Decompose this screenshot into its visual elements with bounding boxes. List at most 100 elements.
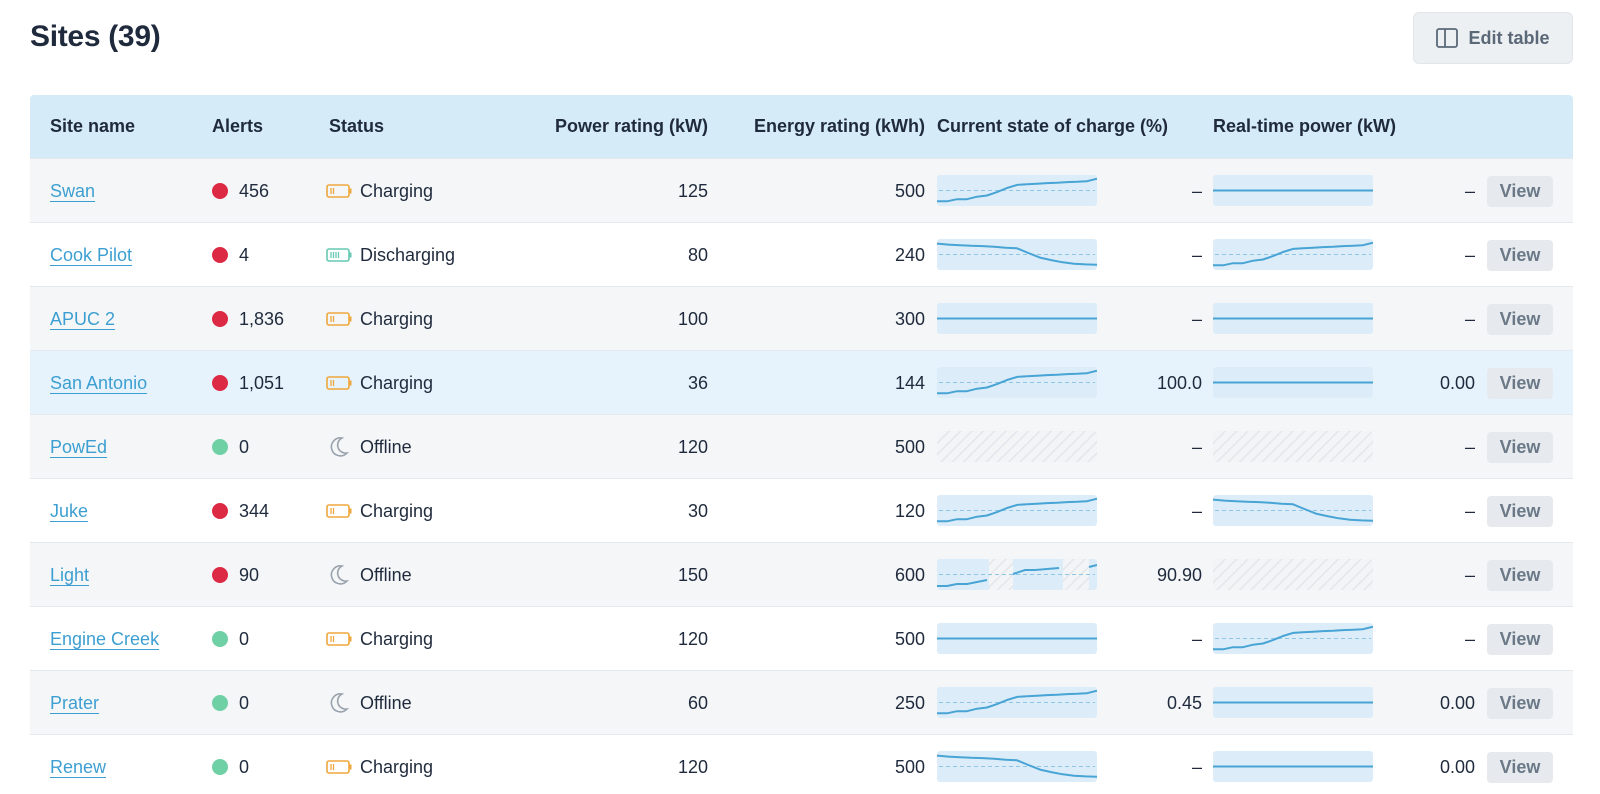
real-time-power-sparkline bbox=[1213, 687, 1373, 718]
alert-count: 344 bbox=[239, 500, 270, 521]
state-of-charge-value: 100.0 bbox=[1156, 372, 1202, 393]
table-row: Cook Pilot 4 Discharging 80 240– – View bbox=[30, 222, 1573, 286]
alert-count: 1,836 bbox=[239, 308, 285, 329]
status-label: Charging bbox=[360, 756, 434, 777]
table-row: San Antonio 1,051 Charging 36 144 100.0 0.00 Vi… bbox=[30, 350, 1573, 414]
status-label: Charging bbox=[360, 628, 434, 649]
column-header-alerts[interactable]: Alerts bbox=[212, 116, 264, 136]
table-header: Site name Alerts Status Power rating (kW… bbox=[30, 95, 1573, 158]
view-button[interactable]: View bbox=[1487, 432, 1553, 463]
status-label: Charging bbox=[360, 180, 434, 201]
view-button[interactable]: View bbox=[1487, 624, 1553, 655]
real-time-power-value: 0.00 bbox=[1439, 756, 1475, 777]
alert-count: 0 bbox=[239, 692, 250, 713]
site-name-link[interactable]: Swan bbox=[50, 180, 96, 201]
state-of-charge-value: 90.90 bbox=[1156, 564, 1202, 585]
energy-rating-value: 300 bbox=[894, 308, 925, 329]
view-button[interactable]: View bbox=[1487, 560, 1553, 591]
sites-table: Site name Alerts Status Power rating (kW… bbox=[30, 95, 1573, 794]
energy-rating-value: 144 bbox=[894, 372, 925, 393]
status-label: Discharging bbox=[360, 244, 456, 265]
site-name-link[interactable]: Engine Creek bbox=[50, 628, 160, 649]
view-button[interactable]: View bbox=[1487, 304, 1553, 335]
battery-charging-icon bbox=[326, 500, 352, 522]
real-time-power-value: – bbox=[1464, 308, 1475, 329]
table-row: APUC 2 1,836 Charging 100 300– – View bbox=[30, 286, 1573, 350]
state-of-charge-value: – bbox=[1191, 500, 1202, 521]
column-header-energy-rating[interactable]: Energy rating (kWh) bbox=[753, 116, 925, 136]
site-name-link[interactable]: Cook Pilot bbox=[50, 244, 133, 265]
alert-count: 4 bbox=[239, 244, 250, 265]
columns-icon bbox=[1436, 28, 1459, 48]
site-name-link[interactable]: Light bbox=[50, 564, 90, 585]
power-rating-value: 150 bbox=[677, 564, 708, 585]
site-name-link[interactable]: APUC 2 bbox=[50, 308, 116, 329]
edit-table-label: Edit table bbox=[1468, 27, 1550, 48]
view-button[interactable]: View bbox=[1487, 176, 1553, 207]
site-name-link[interactable]: Juke bbox=[50, 500, 89, 521]
battery-charging-icon bbox=[326, 372, 352, 394]
moon-icon bbox=[326, 692, 352, 714]
table-row: PowEd 0 Offline 120 500– – View bbox=[30, 414, 1573, 478]
column-header-status[interactable]: Status bbox=[329, 116, 385, 136]
state-of-charge-sparkline bbox=[936, 751, 1098, 782]
alert-status-dot bbox=[212, 183, 228, 199]
real-time-power-value: – bbox=[1464, 180, 1475, 201]
energy-rating-value: 500 bbox=[894, 436, 925, 457]
table-row: Engine Creek 0 Charging 120 500– – View bbox=[30, 606, 1573, 670]
energy-rating-value: 120 bbox=[894, 500, 925, 521]
site-name-link[interactable]: San Antonio bbox=[50, 372, 148, 393]
state-of-charge-sparkline bbox=[937, 687, 1098, 718]
view-button[interactable]: View bbox=[1487, 496, 1553, 527]
state-of-charge-value: – bbox=[1191, 180, 1202, 201]
state-of-charge-sparkline bbox=[937, 303, 1097, 334]
view-button[interactable]: View bbox=[1487, 368, 1553, 399]
state-of-charge-sparkline bbox=[937, 559, 1098, 590]
view-button[interactable]: View bbox=[1487, 688, 1553, 719]
alert-status-dot bbox=[212, 247, 228, 263]
power-rating-value: 36 bbox=[687, 372, 708, 393]
energy-rating-value: 600 bbox=[894, 564, 925, 585]
page-title: Sites (39) bbox=[30, 20, 161, 53]
state-of-charge-value: – bbox=[1191, 308, 1202, 329]
column-header-real-time-power[interactable]: Real-time power (kW) bbox=[1213, 116, 1397, 136]
battery-charging-icon bbox=[326, 628, 352, 650]
site-name-link[interactable]: PowEd bbox=[50, 436, 108, 457]
alert-status-dot bbox=[212, 631, 228, 647]
battery-charging-icon bbox=[326, 180, 352, 202]
battery-charging-icon bbox=[326, 308, 352, 330]
site-name-link[interactable]: Renew bbox=[50, 756, 107, 777]
state-of-charge-value: – bbox=[1191, 756, 1202, 777]
energy-rating-value: 500 bbox=[894, 756, 925, 777]
table-row: Prater 0 Offline 60 250 0.45 0.00 View bbox=[30, 670, 1573, 734]
alert-status-dot bbox=[212, 695, 228, 711]
edit-table-button[interactable]: Edit table bbox=[1413, 12, 1573, 64]
real-time-power-value: – bbox=[1464, 500, 1475, 521]
view-button[interactable]: View bbox=[1487, 240, 1553, 271]
state-of-charge-sparkline bbox=[937, 623, 1097, 654]
real-time-power-value: 0.00 bbox=[1439, 692, 1475, 713]
table-row: Swan 456 Charging 125 500– – View bbox=[30, 158, 1573, 222]
column-header-state-of-charge[interactable]: Current state of charge (%) bbox=[937, 116, 1169, 136]
energy-rating-value: 250 bbox=[894, 692, 925, 713]
real-time-power-sparkline bbox=[1213, 559, 1373, 590]
site-name-link[interactable]: Prater bbox=[50, 692, 100, 713]
status-label: Offline bbox=[360, 692, 412, 713]
alert-status-dot bbox=[212, 311, 228, 327]
real-time-power-value: – bbox=[1464, 564, 1475, 585]
table-row: Renew 0 Charging 120 500 – 0.00 View bbox=[30, 734, 1573, 794]
power-rating-value: 125 bbox=[677, 180, 708, 201]
view-button[interactable]: View bbox=[1487, 752, 1553, 783]
power-rating-value: 60 bbox=[687, 692, 708, 713]
power-rating-value: 120 bbox=[677, 756, 708, 777]
column-header-site-name[interactable]: Site name bbox=[50, 116, 136, 136]
alert-status-dot bbox=[212, 439, 228, 455]
energy-rating-value: 500 bbox=[894, 180, 925, 201]
alert-count: 0 bbox=[239, 436, 250, 457]
status-label: Charging bbox=[360, 372, 434, 393]
column-header-power-rating[interactable]: Power rating (kW) bbox=[554, 116, 708, 136]
real-time-power-value: – bbox=[1464, 628, 1475, 649]
real-time-power-value: – bbox=[1464, 244, 1475, 265]
alert-count: 90 bbox=[239, 564, 260, 585]
alert-count: 0 bbox=[239, 756, 250, 777]
